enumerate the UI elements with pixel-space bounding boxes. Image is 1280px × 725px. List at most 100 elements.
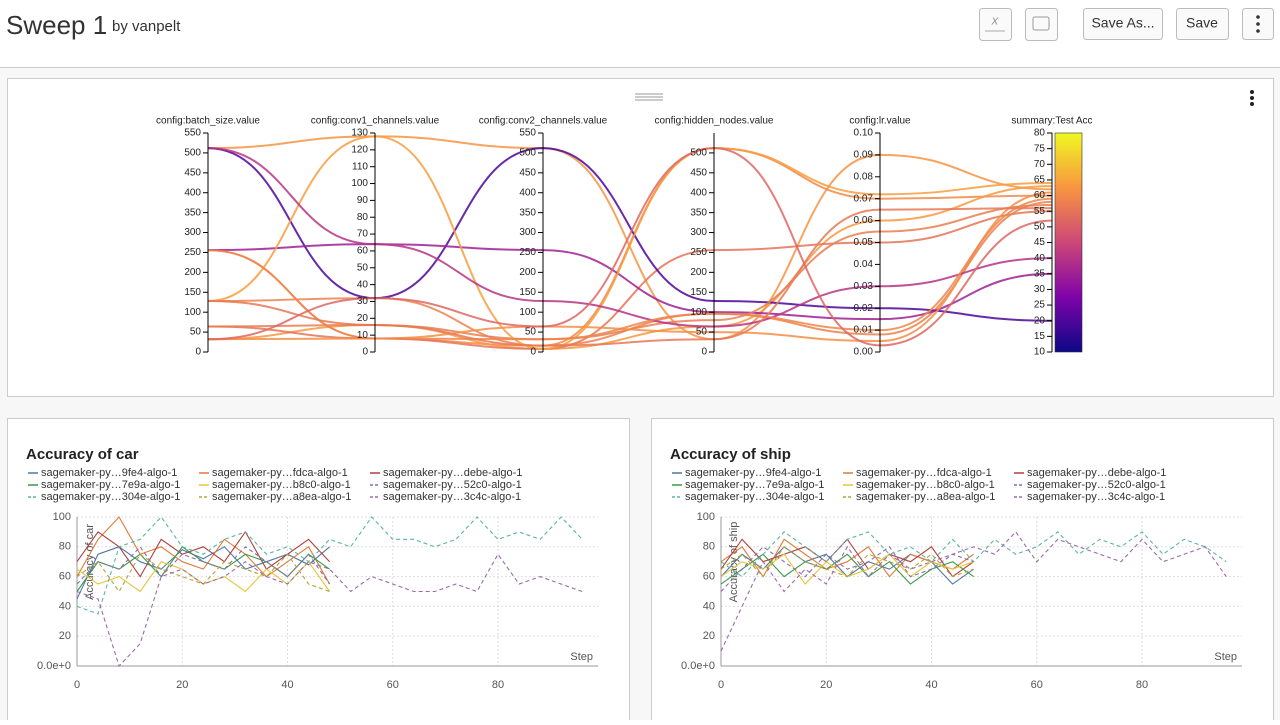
tick-label: 35: [1034, 268, 1046, 279]
more-button[interactable]: [1242, 8, 1274, 40]
legend-label: sagemaker-py…3c4c-algo-1: [1027, 491, 1165, 503]
y-tick-label: 60: [59, 571, 71, 583]
tick-label: 80: [1034, 128, 1046, 139]
tick-label: 0.05: [854, 237, 874, 248]
legend-item[interactable]: sagemaker-py…9fe4-algo-1: [672, 467, 821, 479]
tick-label: 25: [1034, 300, 1046, 311]
legend-label: sagemaker-py…a8ea-algo-1: [856, 491, 995, 503]
y-tick-label: 40: [59, 600, 71, 612]
tick-label: 50: [190, 327, 202, 338]
drag-handle[interactable]: [635, 93, 663, 101]
legend-item[interactable]: sagemaker-py…fdca-algo-1: [199, 467, 348, 479]
x-tick-label: 60: [387, 679, 399, 691]
series-line: [720, 546, 974, 592]
tick-label: 0: [195, 347, 201, 358]
tick-label: 50: [1034, 221, 1046, 232]
tick-label: 90: [357, 195, 369, 206]
panel: [7, 418, 630, 725]
series-line: [720, 531, 1227, 652]
tick-label: 250: [519, 247, 536, 258]
y-tick-label: 0.0e+0: [37, 660, 71, 672]
axis-label: config:hidden_nodes.value: [655, 116, 774, 127]
legend-item[interactable]: sagemaker-py…b8c0-algo-1: [199, 479, 351, 491]
axis-label: config:conv1_channels.value: [311, 116, 440, 127]
run-line: [207, 197, 1053, 341]
tick-label: 500: [690, 148, 707, 159]
tick-label: 20: [1034, 315, 1046, 326]
legend-item[interactable]: sagemaker-py…a8ea-algo-1: [199, 491, 351, 503]
legend-item[interactable]: sagemaker-py…52c0-algo-1: [370, 479, 522, 491]
button-label: Save: [1186, 15, 1218, 31]
legend-item[interactable]: sagemaker-py…7e9a-algo-1: [672, 479, 824, 491]
x-tick-label: 20: [820, 679, 832, 691]
tick-label: 40: [357, 279, 369, 290]
tick-label: 110: [352, 161, 368, 172]
legend-item[interactable]: sagemaker-py…debe-algo-1: [370, 467, 522, 479]
x-tick-label: 40: [925, 679, 937, 691]
legend-label: sagemaker-py…9fe4-algo-1: [41, 467, 177, 479]
tick-label: 20: [357, 313, 369, 324]
panel-menu[interactable]: [1250, 90, 1254, 106]
panel: [651, 418, 1274, 725]
legend-item[interactable]: sagemaker-py…304e-algo-1: [28, 491, 180, 503]
legend-item[interactable]: sagemaker-py…b8c0-algo-1: [843, 479, 995, 491]
legend-item[interactable]: sagemaker-py…52c0-algo-1: [1014, 479, 1166, 491]
x-tick-label: 0: [718, 679, 724, 691]
axis-label: config:conv2_channels.value: [479, 116, 608, 127]
y-tick-label: 60: [703, 571, 715, 583]
y-axis-label: Accuracy of ship: [728, 522, 740, 603]
y-tick-label: 20: [59, 630, 71, 642]
legend-item[interactable]: sagemaker-py…debe-algo-1: [1014, 467, 1166, 479]
chart-title: Accuracy of ship: [670, 446, 791, 463]
page-title: Sweep 1: [6, 10, 107, 40]
axis-label: summary:Test Acc: [1011, 116, 1092, 127]
legend-label: sagemaker-py…b8c0-algo-1: [212, 479, 351, 491]
tick-label: 80: [357, 212, 369, 223]
x-tick-label: 0: [74, 679, 80, 691]
tick-label: 200: [690, 267, 707, 278]
legend-item[interactable]: sagemaker-py…a8ea-algo-1: [843, 491, 995, 503]
legend-item[interactable]: sagemaker-py…304e-algo-1: [672, 491, 824, 503]
tick-label: 200: [184, 267, 201, 278]
legend-label: sagemaker-py…7e9a-algo-1: [41, 479, 180, 491]
tick-label: 550: [184, 128, 201, 139]
legend-label: sagemaker-py…304e-algo-1: [41, 491, 180, 503]
legend-label: sagemaker-py…debe-algo-1: [1027, 467, 1166, 479]
x-tick-label: 80: [492, 679, 504, 691]
tick-label: 100: [184, 307, 201, 318]
legend-item[interactable]: sagemaker-py…fdca-algo-1: [843, 467, 992, 479]
eraser-button[interactable]: [1025, 8, 1058, 41]
legend-item[interactable]: sagemaker-py…3c4c-algo-1: [370, 491, 521, 503]
legend-label: sagemaker-py…3c4c-algo-1: [383, 491, 521, 503]
tick-label: 300: [690, 227, 707, 238]
tick-label: 0.08: [854, 171, 874, 182]
legend-item[interactable]: sagemaker-py…9fe4-algo-1: [28, 467, 177, 479]
tick-label: 300: [519, 227, 536, 238]
tick-label: 200: [519, 267, 536, 278]
legend-item[interactable]: sagemaker-py…3c4c-algo-1: [1014, 491, 1165, 503]
axis-label: config:batch_size.value: [156, 116, 260, 127]
color-bar: [1054, 132, 1083, 353]
formula-button[interactable]: x: [979, 8, 1012, 41]
tick-label: 0.01: [854, 325, 874, 336]
x-tick-label: 20: [176, 679, 188, 691]
tick-label: 10: [357, 330, 369, 341]
tick-label: 15: [1034, 331, 1046, 342]
y-tick-label: 100: [53, 511, 71, 523]
run-line: [207, 207, 1053, 347]
tick-label: 70: [1034, 159, 1046, 170]
tick-label: 400: [184, 187, 201, 198]
tick-label: 450: [690, 167, 707, 178]
y-tick-label: 100: [697, 511, 715, 523]
save-button[interactable]: Save: [1176, 8, 1229, 40]
y-tick-label: 20: [703, 630, 715, 642]
tick-label: 50: [525, 327, 537, 338]
svg-text:x: x: [991, 12, 999, 27]
run-line: [207, 243, 1053, 321]
legend-label: sagemaker-py…b8c0-algo-1: [856, 479, 995, 491]
legend-item[interactable]: sagemaker-py…7e9a-algo-1: [28, 479, 180, 491]
tick-label: 0.02: [854, 303, 874, 314]
save-as-button[interactable]: Save As...: [1083, 8, 1163, 40]
